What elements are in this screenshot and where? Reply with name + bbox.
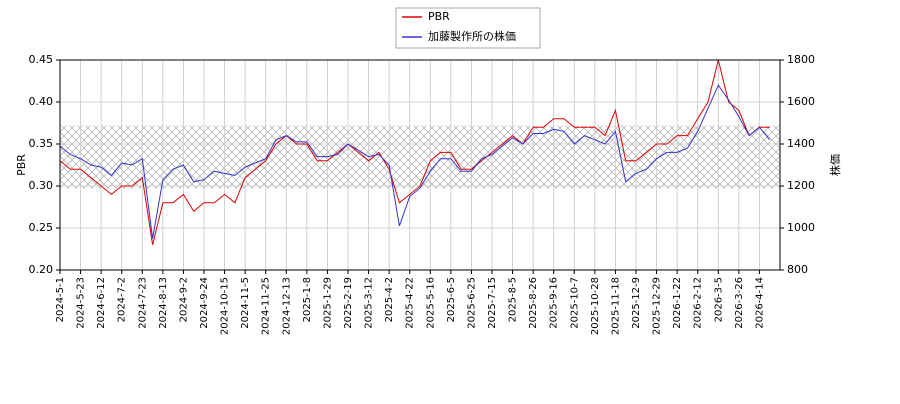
x-tick-label: 2025-11-18	[610, 277, 621, 335]
x-tick-label: 2024-11-5	[240, 277, 251, 329]
x-tick-label: 2026-3-26	[734, 277, 745, 329]
y-tick-label: 0.35	[29, 137, 54, 150]
x-tick-label: 2025-5-16	[425, 277, 436, 329]
x-tick-label: 2025-2-19	[343, 277, 354, 329]
x-tick-label: 2025-7-15	[487, 277, 498, 329]
x-tick-label: 2025-10-28	[590, 277, 601, 335]
x-tick-label: 2026-2-12	[693, 277, 704, 329]
x-tick-label: 2024-12-13	[281, 277, 292, 335]
y2-tick-label: 1600	[787, 95, 815, 108]
x-tick-label: 2025-12-9	[631, 277, 642, 329]
x-tick-label: 2024-6-12	[96, 277, 107, 329]
y-axis-label: PBR	[15, 154, 28, 176]
y2-tick-label: 1800	[787, 53, 815, 66]
x-tick-label: 2025-1-29	[322, 277, 333, 329]
x-tick-label: 2025-10-7	[569, 277, 580, 329]
y-tick-label: 0.25	[29, 221, 54, 234]
x-tick-label: 2025-12-29	[652, 277, 663, 335]
y-tick-label: 0.20	[29, 263, 54, 276]
x-tick-label: 2024-9-2	[178, 277, 189, 322]
x-tick-label: 2024-8-13	[158, 277, 169, 329]
legend-box	[395, 7, 541, 49]
x-tick-label: 2025-4-22	[405, 277, 416, 329]
x-tick-label: 2024-7-23	[137, 277, 148, 329]
y-tick-label: 0.30	[29, 179, 54, 192]
y2-tick-label: 800	[787, 263, 808, 276]
y2-tick-label: 1200	[787, 179, 815, 192]
y2-tick-label: 1400	[787, 137, 815, 150]
data-line	[59, 84, 771, 239]
x-tick-label: 2025-6-5	[446, 277, 457, 322]
data-line	[59, 59, 770, 245]
x-tick-label: 2026-1-22	[672, 277, 683, 329]
y-tick-label: 0.40	[29, 95, 54, 108]
x-tick-label: 2024-5-1	[55, 277, 66, 322]
legend: PBR 加藤製作所の株価	[395, 7, 541, 49]
x-tick-label: 2025-9-16	[549, 277, 560, 329]
x-tick-label: 2026-3-5	[713, 277, 724, 322]
plot-frame	[59, 59, 781, 271]
legend-label: 加藤製作所の株価	[428, 29, 516, 43]
x-tick-label: 2024-5-23	[76, 277, 87, 329]
x-tick-label: 2024-10-15	[220, 277, 231, 335]
x-tick-label: 2025-6-25	[466, 277, 477, 329]
x-tick-label: 2024-9-24	[199, 277, 210, 329]
y-tick-label: 0.45	[29, 53, 54, 66]
x-tick-label: 2025-8-26	[528, 277, 539, 329]
x-tick-label: 2025-4-2	[384, 277, 395, 322]
y2-axis-label: 株価	[828, 154, 842, 176]
y2-tick-label: 1000	[787, 221, 815, 234]
x-tick-label: 2025-1-8	[302, 277, 313, 322]
x-tick-label: 2025-8-5	[508, 277, 519, 322]
legend-label: PBR	[428, 10, 450, 23]
shaded-range	[60, 125, 780, 189]
x-tick-label: 2024-7-2	[117, 277, 128, 322]
x-tick-label: 2025-3-12	[364, 277, 375, 329]
x-tick-label: 2024-11-25	[261, 277, 272, 335]
x-tick-label: 2026-4-14	[754, 277, 765, 329]
